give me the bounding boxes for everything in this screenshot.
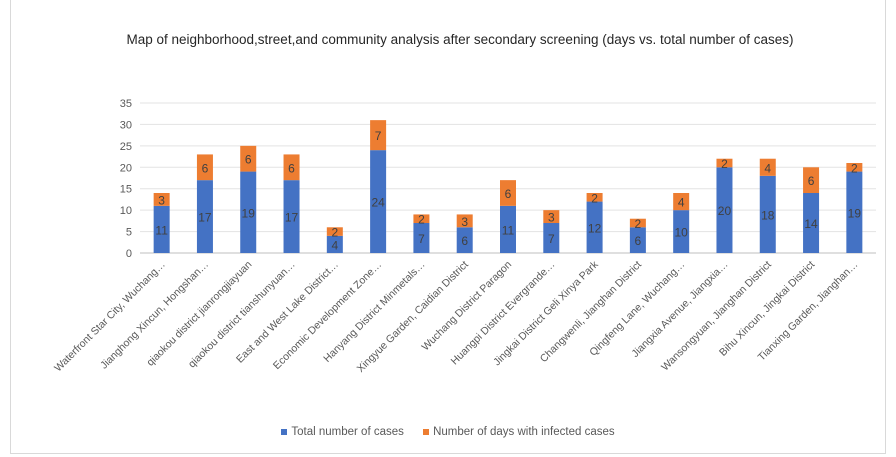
- bar-days-infected: [413, 214, 430, 223]
- data-label-days-infected: 6: [505, 187, 512, 201]
- bar-days-infected: [500, 180, 516, 206]
- y-tick-label: 20: [120, 162, 132, 174]
- bar-total-cases: [673, 210, 690, 253]
- data-label-days-infected: 2: [851, 161, 858, 175]
- bar-days-infected: [629, 218, 646, 228]
- chart-title: Map of neighborhood,street,and community…: [126, 32, 794, 47]
- data-label-days-infected: 7: [375, 129, 382, 143]
- bar-days-infected: [326, 227, 343, 236]
- bar-days-infected: [196, 154, 213, 181]
- data-label-days-infected: 6: [288, 161, 295, 175]
- bar-days-infected: [543, 210, 560, 223]
- bar-days-infected: [846, 163, 863, 172]
- bar-total-cases: [716, 167, 733, 253]
- chart-legend: Total number of cases Number of days wit…: [0, 426, 896, 438]
- data-label-total-cases: 19: [242, 206, 256, 220]
- bar-total-cases: [153, 205, 170, 253]
- y-tick-label: 10: [120, 205, 132, 217]
- legend-item-total-cases: Total number of cases: [281, 426, 404, 438]
- data-label-total-cases: 17: [198, 211, 212, 225]
- data-label-days-infected: 6: [808, 174, 815, 188]
- bar-days-infected: [456, 214, 473, 228]
- data-label-total-cases: 14: [804, 217, 818, 231]
- legend-label-total-cases: Total number of cases: [291, 426, 404, 438]
- y-tick-label: 15: [120, 184, 132, 196]
- data-label-total-cases: 17: [285, 211, 299, 225]
- bar-total-cases: [586, 201, 603, 253]
- bar-days-infected: [153, 193, 170, 206]
- bar-total-cases: [846, 171, 863, 253]
- data-label-days-infected: 6: [202, 161, 209, 175]
- data-label-days-infected: 2: [591, 191, 598, 205]
- bar-total-cases: [240, 171, 257, 253]
- data-label-days-infected: 3: [461, 215, 468, 229]
- data-label-total-cases: 10: [674, 226, 688, 240]
- data-label-total-cases: 12: [588, 221, 602, 235]
- bar-days-infected: [803, 167, 820, 193]
- legend-item-days-infected: Number of days with infected cases: [423, 426, 615, 438]
- bar-total-cases: [413, 223, 430, 253]
- data-label-days-infected: 2: [721, 157, 728, 171]
- data-label-total-cases: 6: [461, 234, 468, 248]
- bar-total-cases: [326, 235, 343, 253]
- data-label-total-cases: 11: [155, 223, 168, 237]
- bar-days-infected: [240, 145, 257, 172]
- bar-total-cases: [629, 227, 646, 253]
- data-label-total-cases: 11: [502, 223, 515, 237]
- data-label-total-cases: 18: [761, 208, 775, 222]
- data-label-days-infected: 3: [548, 211, 555, 225]
- bar-days-infected: [759, 158, 776, 176]
- data-label-total-cases: 24: [371, 196, 385, 210]
- data-label-days-infected: 2: [331, 226, 338, 240]
- bar-days-infected: [716, 158, 733, 168]
- bar-total-cases: [759, 175, 776, 253]
- bar-total-cases: [456, 227, 473, 253]
- data-label-days-infected: 4: [764, 161, 771, 175]
- data-label-days-infected: 2: [418, 213, 425, 227]
- bar-total-cases: [803, 193, 820, 253]
- data-label-days-infected: 2: [635, 217, 642, 231]
- bar-total-cases: [196, 180, 213, 253]
- data-label-days-infected: 4: [678, 196, 685, 210]
- bar-days-infected: [673, 193, 690, 211]
- bar-days-infected: [370, 120, 387, 151]
- y-tick-label: 35: [120, 98, 132, 110]
- legend-swatch-total-cases: [281, 429, 288, 435]
- bar-days-infected: [586, 193, 603, 202]
- legend-label-days-infected: Number of days with infected cases: [433, 426, 615, 438]
- bar-total-cases: [543, 223, 560, 253]
- y-tick-label: 0: [126, 248, 132, 260]
- x-category-label: Wuchang District Paragon: [420, 259, 515, 354]
- data-label-days-infected: 6: [245, 153, 252, 167]
- data-label-total-cases: 7: [418, 232, 425, 246]
- legend-swatch-days-infected: [423, 429, 430, 435]
- data-label-total-cases: 19: [848, 206, 862, 220]
- y-tick-label: 5: [126, 227, 132, 239]
- data-label-days-infected: 3: [158, 193, 165, 207]
- data-label-total-cases: 7: [548, 232, 555, 246]
- data-label-total-cases: 6: [635, 234, 642, 248]
- data-label-total-cases: 20: [718, 204, 732, 218]
- bar-total-cases: [370, 150, 387, 253]
- bar-total-cases: [500, 205, 516, 253]
- bar-days-infected: [283, 154, 300, 181]
- y-tick-label: 30: [120, 119, 132, 131]
- data-label-total-cases: 4: [331, 238, 338, 252]
- bar-total-cases: [283, 180, 300, 253]
- y-tick-label: 25: [120, 141, 132, 153]
